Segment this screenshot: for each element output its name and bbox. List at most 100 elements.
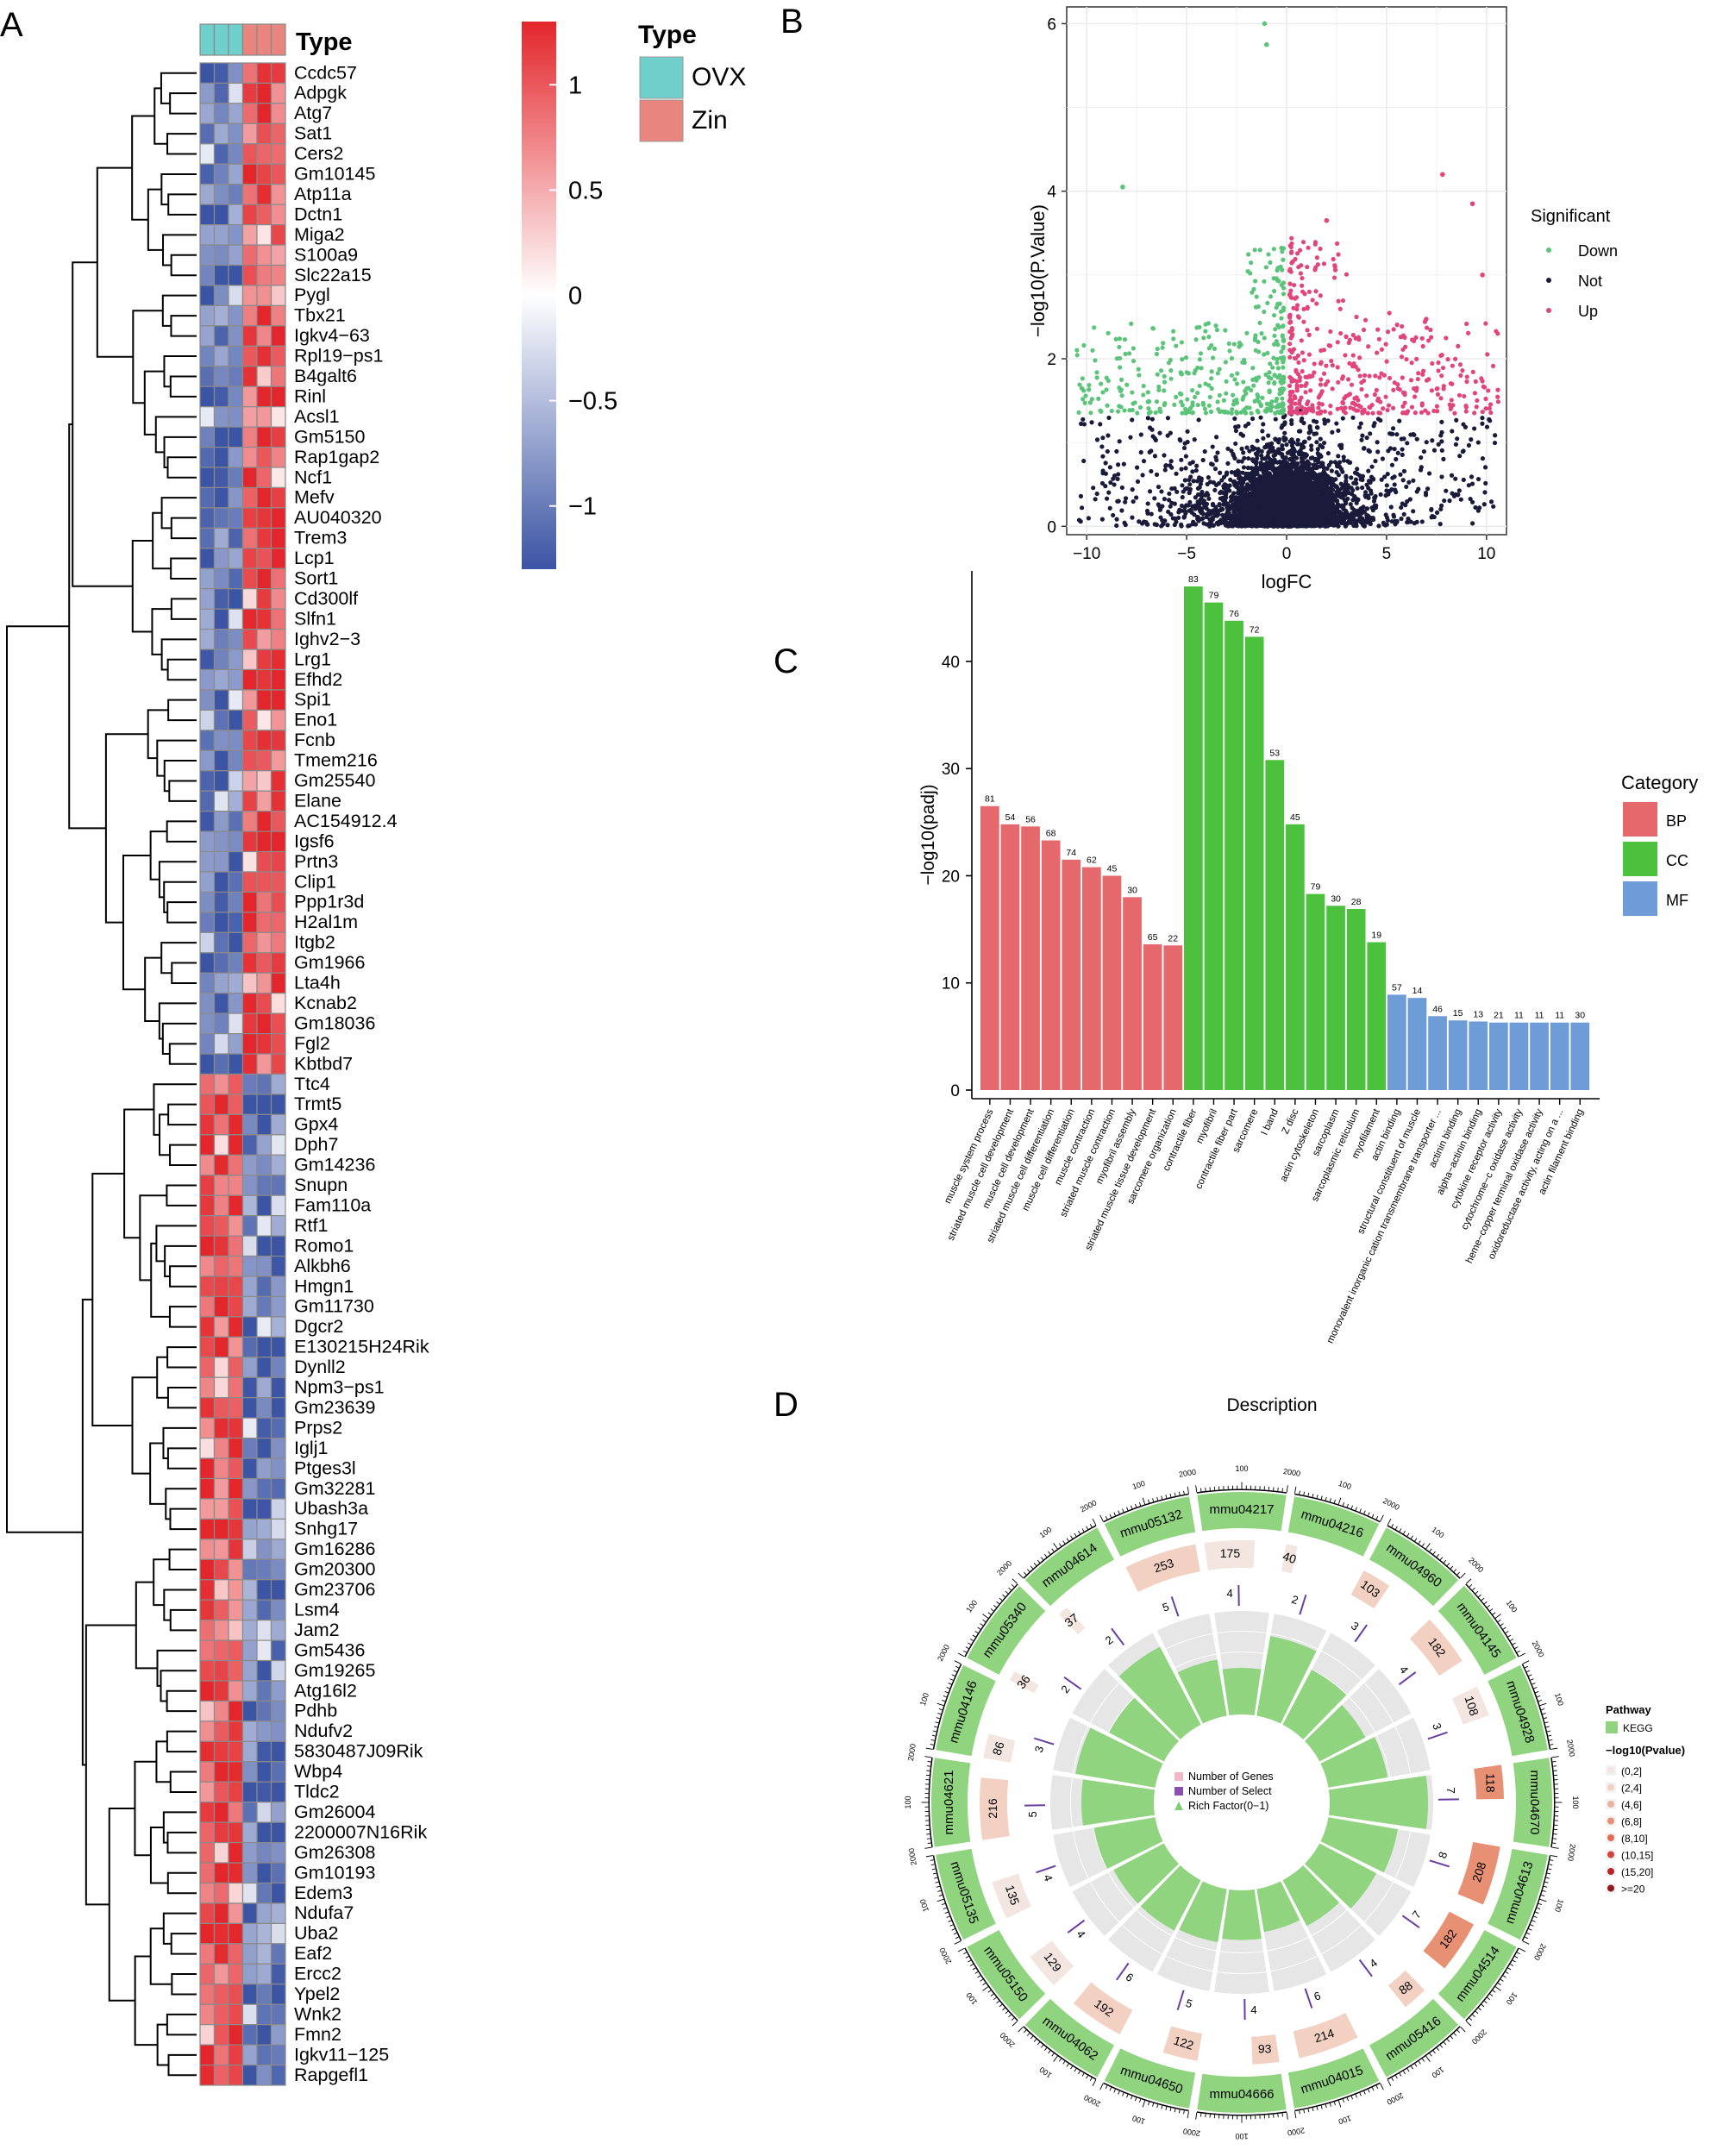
heatmap-cell: [241, 486, 258, 509]
heatmap-cell: [213, 1397, 229, 1419]
heatmap-cell: [256, 689, 272, 711]
heatmap-cell: [213, 426, 229, 448]
heatmap-cell: [256, 850, 272, 873]
heatmap-cell: [270, 1720, 286, 1742]
annotation-cell-Zin: [256, 23, 272, 56]
volcano-point-not: [1187, 499, 1193, 505]
heatmap-cell: [241, 2003, 258, 2026]
gene-label: Ppp1r3d: [294, 892, 364, 912]
volcano-point-not: [1192, 512, 1197, 517]
heatmap-cell: [241, 1943, 258, 1965]
volcano-point-not: [1314, 505, 1319, 511]
volcano-point-not: [1366, 495, 1371, 500]
heatmap-cell: [213, 304, 229, 327]
volcano-point-not: [1368, 518, 1373, 523]
heatmap-cell: [213, 1518, 229, 1540]
heatmap-cell: [270, 1073, 286, 1095]
heatmap-cell: [241, 1498, 258, 1520]
volcano-point-not: [1384, 522, 1389, 527]
volcano-point-not: [1491, 504, 1496, 509]
volcano-point-not: [1383, 512, 1388, 517]
heatmap-cell: [241, 1154, 258, 1176]
volcano-point-not: [1235, 491, 1241, 496]
volcano-point-not: [1200, 516, 1206, 521]
gene-label: Gm20300: [294, 1559, 375, 1580]
heatmap-cell: [241, 1700, 258, 1722]
heatmap-cell: [270, 1639, 286, 1662]
volcano-point-not: [1400, 452, 1405, 457]
volcano-point-not: [1316, 488, 1321, 493]
heatmap-cell: [213, 224, 229, 246]
volcano-point-not: [1234, 508, 1239, 513]
heatmap-cell: [199, 1376, 216, 1399]
heatmap-cell: [256, 467, 272, 489]
heatmap-cell: [213, 1902, 229, 1924]
gene-label: Prps2: [294, 1417, 342, 1438]
heatmap-cell: [199, 749, 216, 772]
volcano-point-not: [1364, 435, 1369, 441]
heatmap-cell: [270, 811, 286, 832]
heatmap-cell: [256, 1255, 272, 1277]
heatmap-cell: [270, 1922, 286, 1945]
volcano-point-not: [1158, 515, 1163, 520]
heatmap-cell: [270, 1255, 286, 1277]
heatmap-cell: [241, 1720, 258, 1742]
volcano-point-not: [1152, 496, 1157, 501]
heatmap-cell: [241, 952, 258, 974]
volcano-point-not: [1252, 486, 1257, 492]
heatmap-cell: [228, 790, 244, 812]
volcano-point-not: [1348, 502, 1353, 507]
gene-label: Ncf1: [294, 467, 332, 487]
heatmap-cell: [199, 1215, 216, 1237]
heatmap-cell: [241, 467, 258, 489]
gene-label: Atg7: [294, 103, 332, 123]
heatmap-cell: [256, 304, 272, 327]
gene-label: Gm19265: [294, 1660, 375, 1681]
heatmap-cell: [199, 1700, 216, 1722]
heatmap-cell: [213, 103, 229, 124]
volcano-point-not: [1273, 417, 1278, 422]
heatmap-cell: [241, 507, 258, 529]
volcano-point-not: [1315, 447, 1320, 452]
heatmap-cell: [256, 446, 272, 468]
heatmap-cell: [213, 1457, 229, 1480]
heatmap-cell: [213, 1376, 229, 1399]
heatmap-cell: [270, 244, 286, 266]
heatmap-cell: [213, 912, 229, 933]
volcano-point-not: [1162, 453, 1167, 458]
gene-label: 2200007N16Rik: [294, 1821, 427, 1842]
heatmap-cell: [199, 1984, 216, 2005]
heatmap-cell: [228, 2044, 244, 2066]
heatmap-cell: [228, 2003, 244, 2026]
volcano-point-not: [1239, 523, 1244, 529]
volcano-point-not: [1217, 502, 1222, 507]
volcano-point-not: [1360, 485, 1365, 491]
heatmap-cell: [199, 790, 216, 812]
volcano-point-not: [1282, 490, 1287, 495]
heatmap-cell: [199, 366, 216, 387]
volcano-point-not: [1193, 467, 1199, 473]
heatmap-cell: [199, 668, 216, 691]
volcano-point-not: [1224, 495, 1229, 500]
volcano-point-not: [1221, 502, 1226, 507]
heatmap-cell: [228, 1902, 244, 1924]
volcano-point-not: [1269, 448, 1275, 454]
heatmap-cell: [270, 304, 286, 327]
heatmap-cell: [241, 1842, 258, 1864]
heatmap-cell: [270, 1963, 286, 1985]
heatmap-cell: [256, 952, 272, 974]
volcano-point-not: [1274, 450, 1279, 455]
heatmap-cell: [199, 1720, 216, 1742]
volcano-point-not: [1233, 428, 1239, 434]
heatmap-cell: [228, 62, 244, 85]
heatmap-cell: [241, 62, 258, 85]
gene-label: Rtf1: [294, 1215, 328, 1236]
heatmap-cell: [256, 1862, 272, 1884]
heatmap-cell: [199, 1336, 216, 1358]
gene-label: Prtn3: [294, 851, 338, 872]
volcano-point-not: [1272, 486, 1277, 492]
heatmap-cell: [241, 244, 258, 266]
heatmap-cell: [213, 608, 229, 630]
panel-label-c: C: [774, 642, 799, 680]
gene-label: S100a9: [294, 244, 358, 265]
